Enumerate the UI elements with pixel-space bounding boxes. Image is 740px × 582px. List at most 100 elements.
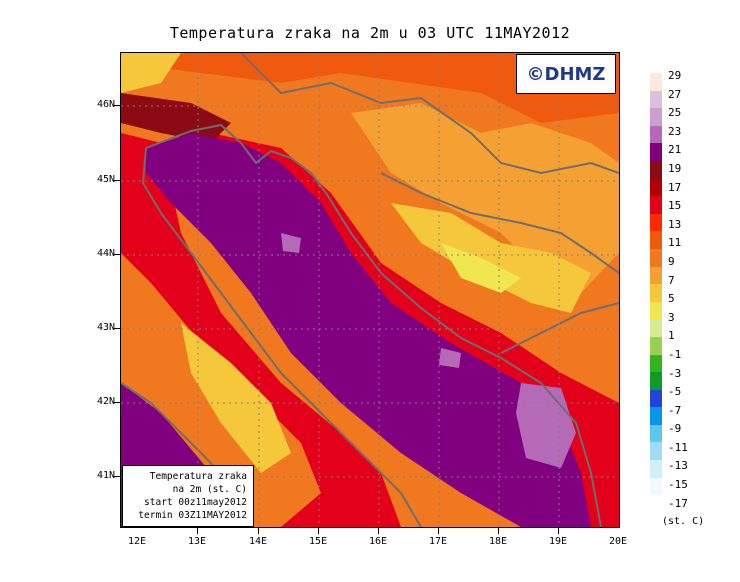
- lon-label-16e: 16E: [368, 536, 388, 547]
- legend-label: 3: [668, 310, 675, 324]
- legend-swatch: [650, 266, 662, 285]
- legend-swatch: [650, 424, 662, 443]
- lon-tick: [318, 528, 319, 534]
- warm-spot-1: [281, 233, 301, 253]
- warm-spot-south: [516, 383, 576, 468]
- dhmz-logo: ©DHMZ: [516, 54, 616, 94]
- legend-label: 25: [668, 106, 682, 120]
- legend-swatch: [650, 125, 662, 144]
- legend-label: 23: [668, 124, 682, 138]
- legend-swatch: [650, 108, 662, 126]
- zone-north-dark: [121, 93, 231, 143]
- zone-northwest-cool: [121, 53, 181, 93]
- legend-swatch: [650, 407, 662, 425]
- graticule: [121, 53, 619, 527]
- legend-label: 15: [668, 199, 682, 213]
- legend-label: -15: [668, 478, 688, 492]
- zone-interior: [351, 103, 619, 293]
- temperature-map: [120, 52, 620, 528]
- legend-label: -5: [668, 385, 682, 399]
- info-line-4: termin 03Z11MAY2012: [138, 510, 247, 521]
- legend-label: -13: [668, 459, 688, 473]
- zone-north-warm: [121, 53, 619, 123]
- lon-tick: [378, 528, 379, 534]
- legend-label: 11: [668, 236, 682, 250]
- map-title: Temperatura zraka na 2m u 03 UTC 11MAY20…: [169, 24, 571, 42]
- legend-swatch: [650, 336, 662, 355]
- legend-label: -3: [668, 366, 682, 380]
- lat-tick: [114, 105, 120, 106]
- legend-label: -1: [668, 347, 682, 361]
- legend-label: 13: [668, 217, 682, 231]
- legend-swatch: [650, 178, 662, 197]
- legend-label: 5: [668, 292, 675, 306]
- legend-labels: 29 27 25 23 21 19 17 15 13 11 9 7 5 3 1 -1 -3 -5 -7 -9 -11 -1…: [668, 67, 688, 513]
- info-box: Temperatura zraka na 2m (st. C) start 00…: [122, 465, 254, 527]
- lon-label-20e: 20E: [608, 536, 628, 547]
- zone-apennines: [181, 323, 291, 473]
- lat-label-46n: 46N: [96, 99, 115, 110]
- lat-tick: [114, 328, 120, 329]
- zone-highland: [441, 243, 521, 293]
- info-line-3: start 00z11may2012: [144, 497, 247, 508]
- legend-swatch: [650, 231, 662, 249]
- legend-label: 1: [668, 329, 675, 343]
- legend-swatch: [650, 354, 662, 373]
- legend-swatch: [650, 319, 662, 337]
- lat-tick: [114, 254, 120, 255]
- lat-label-44n: 44N: [96, 248, 115, 259]
- info-line-2: na 2m (st. C): [172, 484, 247, 495]
- legend-swatch: [650, 248, 662, 267]
- legend-label: -9: [668, 422, 682, 436]
- legend-label: 9: [668, 254, 675, 268]
- legend-swatch: [650, 442, 662, 461]
- lat-label-43n: 43N: [96, 322, 115, 333]
- lon-label-18e: 18E: [488, 536, 508, 547]
- legend-swatch: [650, 73, 662, 91]
- legend-swatch: [650, 460, 662, 478]
- legend-label: -17: [668, 496, 688, 510]
- legend-swatch: [650, 90, 662, 109]
- legend-label: 17: [668, 180, 682, 194]
- legend-swatch: [650, 477, 662, 496]
- lat-label-42n: 42N: [96, 396, 115, 407]
- lat-tick: [114, 476, 120, 477]
- legend-label: -11: [668, 440, 688, 454]
- legend-swatch: [650, 301, 662, 320]
- info-line-1: Temperatura zraka: [149, 471, 247, 482]
- lat-tick: [114, 402, 120, 403]
- lon-label-17e: 17E: [428, 536, 448, 547]
- legend-label: 29: [668, 69, 682, 82]
- legend-swatch: [650, 143, 662, 161]
- map-canvas: [121, 53, 619, 527]
- warm-spot-2: [439, 348, 461, 368]
- legend-swatch: [650, 372, 662, 390]
- zone-adriatic: [146, 133, 591, 527]
- legend-label: 19: [668, 161, 682, 175]
- lon-tick: [558, 528, 559, 534]
- legend-label: 27: [668, 87, 682, 101]
- legend-swatch: [650, 284, 662, 302]
- lon-tick: [258, 528, 259, 534]
- legend-label: -7: [668, 403, 682, 417]
- lon-tick: [197, 528, 198, 534]
- lat-label-41n: 41N: [96, 470, 115, 481]
- lat-tick: [114, 180, 120, 181]
- legend-label: 21: [668, 143, 682, 157]
- lon-tick: [498, 528, 499, 534]
- lon-label-12e: 12E: [127, 536, 147, 547]
- lon-label-19e: 19E: [548, 536, 568, 547]
- lon-label-13e: 13E: [187, 536, 207, 547]
- lon-tick: [438, 528, 439, 534]
- legend-swatch: [650, 160, 662, 179]
- zone-dinaric-cool: [391, 203, 591, 313]
- lon-label-15e: 15E: [308, 536, 328, 547]
- lat-label-45n: 45N: [96, 174, 115, 185]
- color-legend: [650, 73, 662, 496]
- legend-swatch: [650, 389, 662, 408]
- legend-swatch: [650, 196, 662, 214]
- legend-swatch: [650, 213, 662, 232]
- legend-label: 7: [668, 273, 675, 287]
- lon-label-14e: 14E: [248, 536, 268, 547]
- legend-units: (st. C): [662, 516, 705, 527]
